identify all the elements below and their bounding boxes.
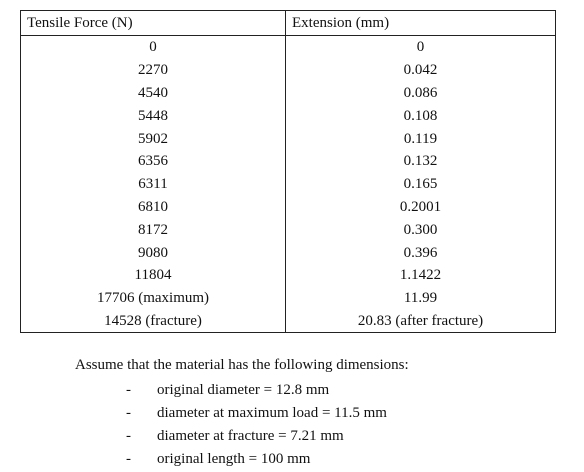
table-row: 8172 0.300: [20, 218, 556, 242]
table-cell: 8172: [20, 218, 286, 242]
table-row: 6356 0.132: [20, 149, 556, 173]
table-row: 6810 0.2001: [20, 195, 556, 219]
table-row: 17706 (maximum) 11.99: [20, 286, 556, 310]
bullet-dash: -: [126, 405, 131, 421]
table-cell: 1.1422: [285, 263, 556, 287]
table-row: 4540 0.086: [20, 81, 556, 105]
table-row: 5448 0.108: [20, 104, 556, 128]
table-cell: 0: [285, 35, 556, 59]
table-cell: 6356: [20, 149, 286, 173]
dimension-text: original diameter = 12.8 mm: [157, 382, 330, 398]
table-cell: 0.2001: [285, 195, 556, 219]
table-cell: 0.042: [285, 58, 556, 82]
bullet-dash: -: [126, 382, 131, 398]
table-cell: 11804: [20, 263, 286, 287]
dimension-item: - original diameter = 12.8 mm: [126, 380, 329, 403]
table-row: 14528 (fracture) 20.83 (after fracture): [20, 309, 556, 333]
header-row: Tensile Force (N) Extension (mm): [20, 10, 556, 36]
table-row: 2270 0.042: [20, 58, 556, 82]
data-table: Tensile Force (N) Extension (mm) 0 0 2270 0…: [20, 10, 556, 334]
dimension-item: - diameter at fracture = 7.21 mm: [126, 426, 344, 449]
table-cell: 0.086: [285, 81, 556, 105]
table-cell: 17706 (maximum): [20, 286, 286, 310]
table-cell: 4540: [20, 81, 286, 105]
dimension-item: - original length = 100 mm: [126, 449, 310, 472]
table-cell: 14528 (fracture): [20, 309, 286, 333]
table-cell: 0: [20, 35, 286, 59]
table-body: 0 0 2270 0.042 4540 0.086 5448 0.108 5902 0.119 63…: [20, 35, 556, 333]
bullet-dash: -: [126, 428, 131, 444]
table-cell: 2270: [20, 58, 286, 82]
dimension-text: diameter at fracture = 7.21 mm: [157, 428, 344, 444]
table-row: 9080 0.396: [20, 241, 556, 264]
bullet-dash: -: [126, 451, 131, 467]
table-cell: 0.165: [285, 172, 556, 196]
table-cell: 0.300: [285, 218, 556, 242]
header-cell: Extension (mm): [285, 10, 556, 36]
dimension-text: diameter at maximum load = 11.5 mm: [157, 405, 387, 421]
table-cell: 20.83 (after fracture): [285, 309, 556, 333]
header-cell: Tensile Force (N): [20, 10, 286, 36]
table-cell: 0.108: [285, 104, 556, 128]
table-cell: 6810: [20, 195, 286, 219]
table-cell: 5902: [20, 127, 286, 150]
table-cell: 0.132: [285, 149, 556, 173]
intro-text: Assume that the material has the followi…: [75, 357, 409, 373]
table-cell: 11.99: [285, 286, 556, 310]
table-cell: 9080: [20, 241, 286, 264]
dimension-text: original length = 100 mm: [157, 451, 311, 467]
table-row: 6311 0.165: [20, 172, 556, 196]
dimension-item: - diameter at maximum load = 11.5 mm: [126, 403, 387, 426]
table-row: 5902 0.119: [20, 127, 556, 150]
table-row: 11804 1.1422: [20, 263, 556, 287]
table-cell: 0.119: [285, 127, 556, 150]
table-cell: 5448: [20, 104, 286, 128]
table-cell: 6311: [20, 172, 286, 196]
table-cell: 0.396: [285, 241, 556, 264]
